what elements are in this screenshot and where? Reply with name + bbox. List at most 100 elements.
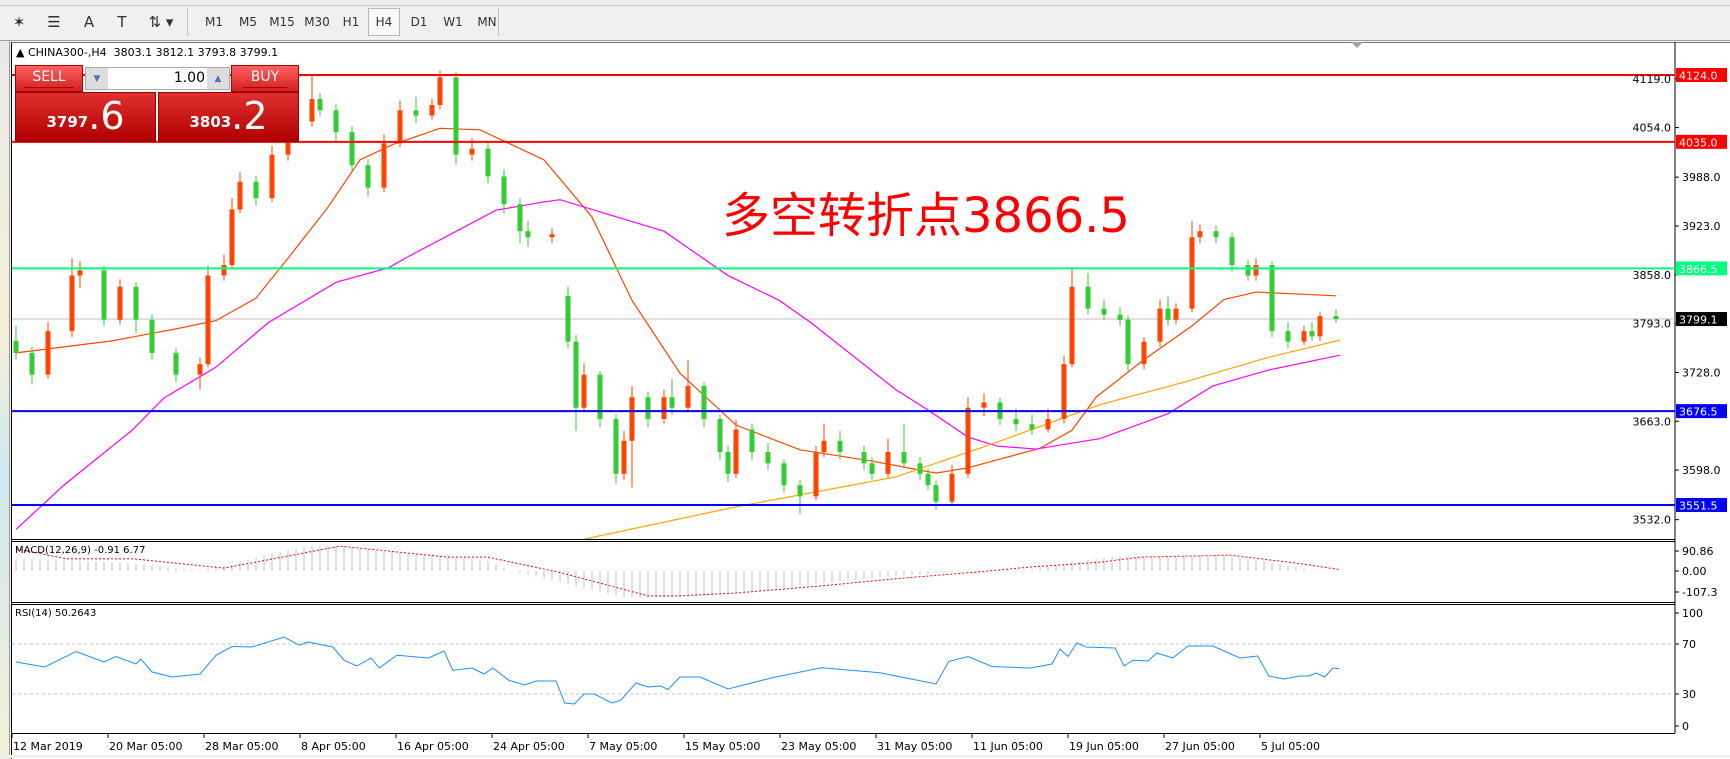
candle-body bbox=[77, 270, 83, 276]
candle-body bbox=[1253, 265, 1259, 276]
timeframe-m5[interactable]: M5 bbox=[239, 15, 257, 29]
candle-body bbox=[413, 110, 419, 116]
candle-body bbox=[1269, 265, 1275, 332]
timeframe-m15[interactable]: M15 bbox=[269, 15, 295, 29]
candle-body bbox=[269, 154, 275, 199]
left-dock-strip bbox=[0, 41, 10, 758]
level-price-label: 3551.5 bbox=[1679, 500, 1718, 513]
candle-body bbox=[1197, 231, 1203, 238]
candle-body bbox=[1013, 419, 1019, 425]
candle-body bbox=[1213, 231, 1219, 238]
candle-body bbox=[205, 275, 211, 365]
candle-body bbox=[1029, 424, 1035, 430]
timeframe-w1[interactable]: W1 bbox=[443, 15, 463, 29]
chart-window[interactable] bbox=[11, 42, 1730, 759]
candle-body bbox=[925, 473, 931, 486]
candle-body bbox=[13, 340, 19, 353]
candle-body bbox=[981, 402, 987, 408]
candle-body bbox=[869, 463, 875, 474]
toolbar-separator bbox=[498, 9, 501, 36]
buy-button[interactable]: BUY bbox=[231, 65, 299, 92]
text-tool-button[interactable]: A bbox=[75, 8, 103, 36]
candle-body bbox=[1141, 341, 1147, 365]
grid-fibo-button[interactable]: ☰ bbox=[40, 8, 68, 36]
date-tick-label: 27 Jun 05:00 bbox=[1165, 740, 1235, 753]
candle-body bbox=[717, 419, 723, 453]
level-price-label: 3676.5 bbox=[1679, 406, 1718, 419]
candle-body bbox=[821, 440, 827, 453]
arrows-button[interactable]: ⇅ ▾ bbox=[143, 8, 179, 36]
grid-fibo-icon: ☰ bbox=[47, 13, 61, 31]
toolbar: ✶ ☰ A T ⇅ ▾ M1 M5 M15 M30 H1 H4 D1 W1 MN bbox=[0, 6, 1730, 41]
price-tick-label: 3793.0 bbox=[1633, 318, 1672, 331]
candle-body bbox=[1285, 331, 1291, 342]
lot-decrease-button[interactable]: ▼ bbox=[86, 68, 108, 89]
candle-body bbox=[901, 452, 907, 464]
level-price-label-bg bbox=[1676, 404, 1727, 419]
candle-body bbox=[669, 397, 675, 408]
candle-body bbox=[1125, 319, 1131, 365]
lot-size-stepper[interactable]: ▼ 1.00 ▲ bbox=[85, 67, 230, 90]
bottom-edge bbox=[0, 755, 1730, 758]
price-tick-label: 3532.0 bbox=[1633, 514, 1672, 527]
candle-body bbox=[949, 473, 955, 502]
price-tick-label: 3598.0 bbox=[1682, 464, 1721, 477]
price-tick-label: 3988.0 bbox=[1682, 171, 1721, 184]
candle-body bbox=[101, 270, 107, 320]
buy-price[interactable]: 3803.2 bbox=[158, 92, 299, 142]
candle-body bbox=[685, 385, 691, 408]
level-price-label-bg bbox=[1676, 261, 1727, 276]
candle-body bbox=[645, 397, 651, 420]
date-tick-label: 16 Apr 05:00 bbox=[397, 740, 469, 753]
timeframe-m30[interactable]: M30 bbox=[304, 15, 330, 29]
candle-body bbox=[885, 452, 891, 474]
timeframe-mn[interactable]: MN bbox=[477, 15, 497, 29]
candle-body bbox=[917, 463, 923, 474]
moving-average-slow bbox=[583, 339, 1341, 539]
price-tick-label: 3663.0 bbox=[1633, 415, 1672, 428]
candle-body bbox=[1061, 364, 1067, 420]
text-label-button[interactable]: T bbox=[108, 8, 136, 36]
sell-button[interactable]: SELL bbox=[15, 65, 83, 92]
candle-body bbox=[797, 485, 803, 497]
candle-body bbox=[621, 440, 627, 474]
candle-body bbox=[1069, 286, 1075, 365]
chart-title-text: CHINA300-,H4 3803.1 3812.1 3793.8 3799.1 bbox=[27, 46, 279, 59]
sell-price[interactable]: 3797.6 bbox=[15, 92, 156, 142]
price-tick-label: 3858.0 bbox=[1633, 269, 1672, 282]
lot-size-input[interactable]: 1.00 bbox=[173, 70, 205, 86]
collapse-triangle-icon[interactable]: ▲ bbox=[16, 46, 28, 59]
lot-increase-button[interactable]: ▲ bbox=[207, 68, 229, 89]
one-click-trading-panel: SELL ▼ 1.00 ▲ BUY 3797.6 3803.2 bbox=[15, 65, 299, 142]
price-tick-label: 4119.0 bbox=[1633, 73, 1672, 86]
chart-expert-icon: ✶ bbox=[12, 13, 26, 31]
chart-expert-button[interactable]: ✶ bbox=[5, 8, 33, 36]
current-price-label: 3799.1 bbox=[1679, 314, 1718, 327]
candle-body bbox=[485, 148, 491, 177]
candle-body bbox=[701, 385, 707, 420]
candle-body bbox=[1245, 265, 1251, 276]
candle-body bbox=[1189, 237, 1195, 309]
buy-price-pips: .2 bbox=[231, 94, 268, 138]
timeframe-d1[interactable]: D1 bbox=[410, 15, 428, 29]
text-tool-icon: A bbox=[83, 13, 95, 31]
candle-body bbox=[565, 295, 571, 342]
timeframe-h1[interactable]: H1 bbox=[342, 15, 360, 29]
date-tick-label: 23 May 05:00 bbox=[781, 740, 856, 753]
candle-body bbox=[1309, 331, 1315, 337]
date-tick-label: 5 Jul 05:00 bbox=[1261, 740, 1320, 753]
timeframe-h4[interactable]: H4 bbox=[368, 8, 400, 36]
candle-body bbox=[453, 77, 459, 155]
candle-body bbox=[365, 165, 371, 188]
timeframe-m1[interactable]: M1 bbox=[205, 15, 223, 29]
candle-body bbox=[837, 440, 843, 453]
macd-axis-label: 0.00 bbox=[1682, 565, 1707, 578]
arrows-icon: ⇅ ▾ bbox=[148, 13, 174, 31]
candle-body bbox=[725, 452, 731, 474]
sell-price-main: 3797 bbox=[46, 113, 89, 131]
candle-body bbox=[397, 110, 403, 144]
candle-body bbox=[133, 286, 139, 320]
pivot-annotation: 多空转折点3866.5 bbox=[722, 188, 1130, 244]
candle-body bbox=[661, 397, 667, 420]
